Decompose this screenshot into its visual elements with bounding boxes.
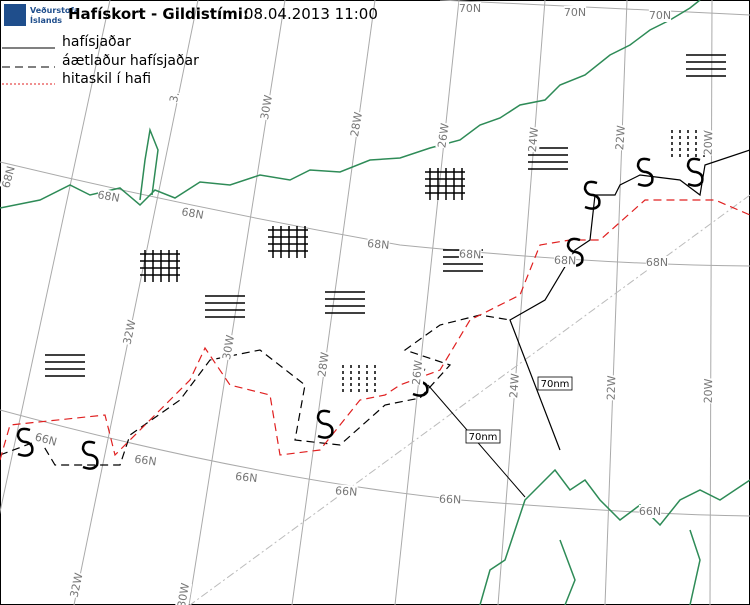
grid-label: 30W <box>175 582 192 605</box>
grid-label-bg <box>458 2 482 15</box>
legend-label: áætlaður hafísjaðar <box>62 53 199 69</box>
distance-label: 70nm <box>541 379 570 390</box>
grid-label: 66N <box>33 430 58 448</box>
grid-label: 32W <box>121 319 139 346</box>
valid-time: 08.04.2013 11:00 <box>244 5 378 23</box>
grid-label-bg <box>701 378 716 404</box>
logo-text: Veðurstofa <box>30 6 79 15</box>
grid-label: 66N <box>235 470 258 485</box>
grid-label-bg <box>366 237 390 252</box>
grid-label-bg <box>525 126 542 153</box>
distance-box <box>537 376 573 391</box>
ice-edge <box>509 149 750 451</box>
grid-label: 3. <box>167 91 182 104</box>
grid-label: 26W <box>435 122 451 149</box>
logo-mark <box>4 4 26 26</box>
grid-label: 68N <box>459 247 482 261</box>
grid-label-bg <box>0 164 18 190</box>
grid-label-bg <box>219 333 238 361</box>
grid-label: 22W <box>605 375 619 400</box>
grid-label: 28W <box>315 351 331 378</box>
grid-label: 30W <box>258 94 275 121</box>
grid-label-bg <box>553 253 577 268</box>
grid-label: 24W <box>526 127 541 153</box>
grid-label: 68N <box>181 205 205 222</box>
estimated-ice-edge <box>0 314 511 466</box>
grid-label-bg <box>133 452 158 469</box>
grid-label: 66N <box>335 484 358 499</box>
grid-label: 68N <box>646 256 668 269</box>
grid-label-bg <box>180 205 205 222</box>
grid-label-bg <box>613 124 628 151</box>
grid-label-bg <box>120 318 139 346</box>
grid-label-bg <box>604 375 619 401</box>
grid-label: 30W <box>220 334 237 361</box>
grid-label: 20W <box>702 378 715 403</box>
grid-label-bg <box>334 484 358 499</box>
grid-label-bg <box>347 110 366 138</box>
grid-label-bg <box>438 492 462 507</box>
greenland-coast <box>0 0 701 209</box>
map-title: Hafískort - Gildistími: <box>68 5 249 23</box>
grid-label-bg <box>458 247 482 262</box>
grid-label: 66N <box>439 493 462 507</box>
grid-label: 32W <box>68 572 86 599</box>
grid-label-bg <box>645 256 669 269</box>
grid-label: 24W <box>507 373 522 399</box>
grid-label-bg <box>563 6 587 19</box>
grid-label-bg <box>167 90 183 104</box>
grid-label: 68N <box>0 165 18 190</box>
grid-label-bg <box>33 430 59 449</box>
grid-label-bg <box>701 130 716 156</box>
grid-label: 26W <box>410 359 426 385</box>
grid-label: 22W <box>613 125 628 151</box>
grid-labels: 70N 70N 70N 68N 68N 68N 68N 68N 68N 68N 66N 66N 66N 6… <box>0 2 715 605</box>
grid-label: 68N <box>97 188 121 205</box>
ice-symbols <box>45 54 726 395</box>
grid-label: 70N <box>564 6 586 19</box>
grid-label-bg <box>174 581 193 605</box>
grid-label-bg <box>409 359 426 386</box>
logo-text: Íslands <box>30 14 62 25</box>
iceland-coast <box>479 468 750 605</box>
grid-label-bg <box>435 122 452 149</box>
grid-label-bg <box>234 469 259 486</box>
grid-label: 28W <box>348 111 365 138</box>
grid-label-bg <box>648 9 672 22</box>
grid-label: 68N <box>554 254 577 268</box>
grid-label-bg <box>67 571 86 599</box>
grid-label-bg <box>257 93 276 121</box>
grid-label: 20W <box>702 130 716 155</box>
distance-box <box>465 429 501 444</box>
grid-label: 66N <box>134 453 158 469</box>
grid-label: 66N <box>639 505 661 518</box>
grid-label-bg <box>315 351 332 378</box>
grid-label-bg <box>638 505 662 518</box>
distance-label: 70nm <box>469 432 498 443</box>
greenland-coast <box>139 127 159 201</box>
distance-labels: 70nm 70nm <box>465 376 573 444</box>
legend-label: hafísjaðar <box>62 34 131 50</box>
grid-label: 70N <box>649 9 671 22</box>
grid-label: 70N <box>459 2 481 15</box>
grid-label-bg <box>507 372 522 399</box>
legend-label: hitaskil í hafi <box>62 71 151 87</box>
grid-label: 68N <box>367 237 390 252</box>
grid-label-bg <box>96 188 121 205</box>
